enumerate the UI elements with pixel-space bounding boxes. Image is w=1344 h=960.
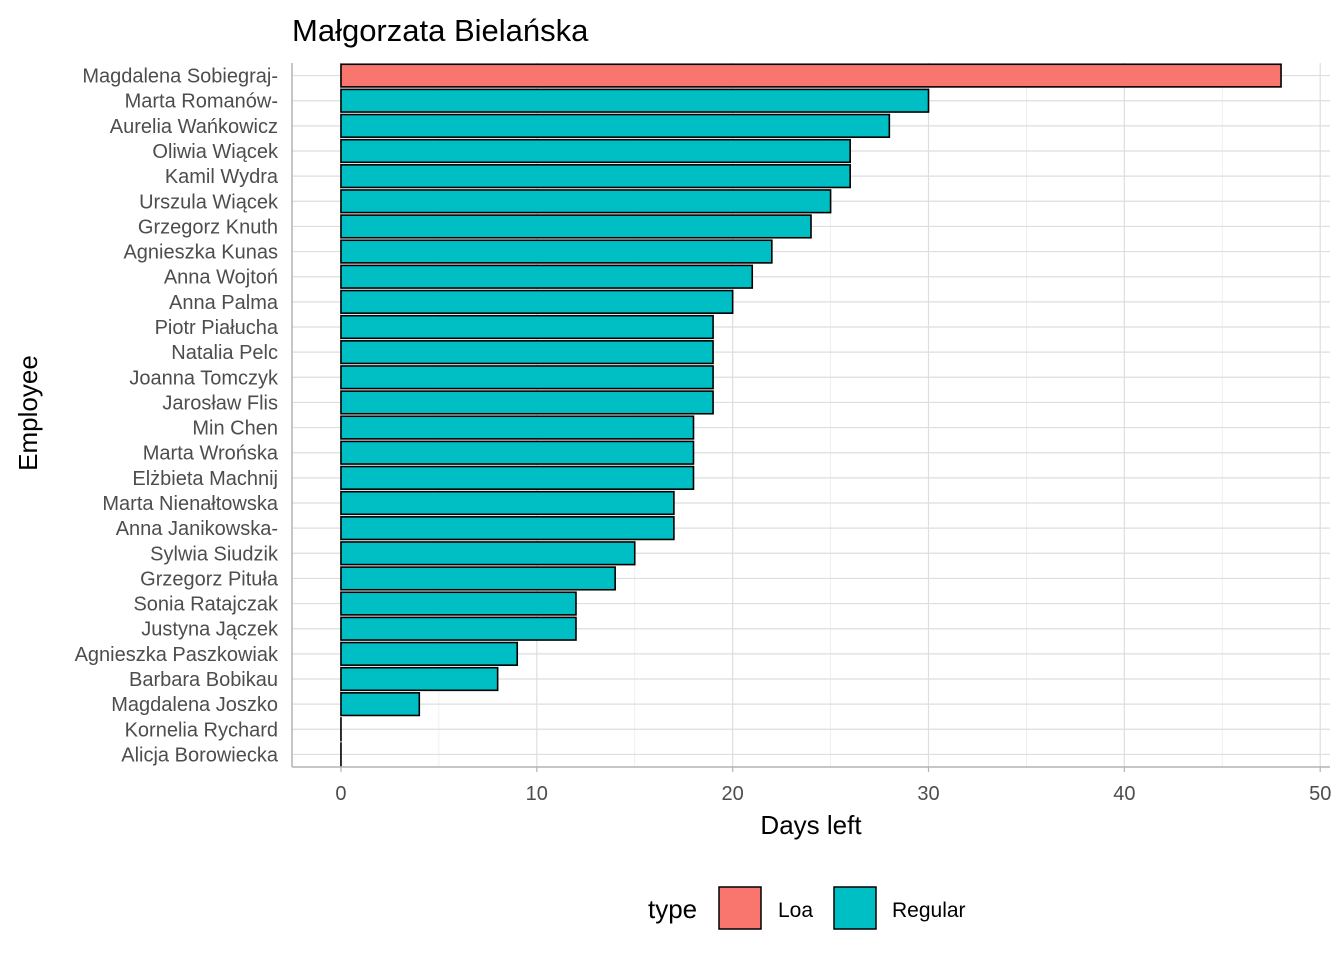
- y-axis-title: Employee: [13, 355, 43, 471]
- x-tick-label: 30: [917, 783, 939, 805]
- y-tick-label: Anna Janikowska-: [116, 518, 278, 540]
- legend-label-regular: Regular: [892, 899, 966, 922]
- legend-label-loa: Loa: [778, 899, 813, 922]
- y-tick-label: Agnieszka Paszkowiak: [75, 644, 279, 666]
- y-tick-label: Grzegorz Pituła: [140, 568, 279, 590]
- x-tick-label: 40: [1113, 783, 1135, 805]
- x-tick-label: 20: [722, 783, 744, 805]
- y-tick-label: Barbara Bobikau: [129, 669, 278, 691]
- y-tick-label: Oliwia Wiącek: [152, 141, 279, 163]
- bar: [340, 189, 832, 214]
- y-tick-label: Min Chen: [192, 418, 278, 440]
- bar: [340, 365, 714, 390]
- y-tick-label: Sonia Ratajczak: [133, 594, 279, 616]
- bar: [340, 641, 519, 666]
- y-tick-label: Joanna Tomczyk: [129, 367, 279, 389]
- bar: [340, 541, 636, 566]
- y-tick-labels: Magdalena Sobiegraj- Marta Romanów- Aureli…: [75, 66, 279, 767]
- y-tick-label: Jarosław Flis: [162, 392, 278, 414]
- bar: [340, 465, 695, 490]
- y-tick-label: Alicja Borowiecka: [121, 744, 279, 766]
- y-tick-label: Justyna Jączek: [141, 619, 279, 641]
- bar: [340, 164, 851, 189]
- y-tick-label: Marta Wrońska: [143, 443, 279, 465]
- bar: [340, 666, 499, 692]
- y-tick-label: Anna Palma: [169, 292, 279, 314]
- bar: [340, 214, 812, 239]
- y-tick-label: Kornelia Rychard: [125, 719, 278, 741]
- bar: [340, 566, 616, 591]
- bar: [340, 616, 577, 641]
- y-tick-label: Kamil Wydra: [165, 166, 279, 188]
- x-tick-label: 10: [526, 783, 548, 805]
- bar: [340, 692, 421, 717]
- bar: [340, 390, 714, 415]
- bar: [340, 314, 714, 340]
- bar: [340, 415, 695, 440]
- y-tick-label: Marta Romanów-: [125, 91, 278, 113]
- legend-title: type: [648, 894, 697, 924]
- legend-key-regular: [833, 886, 877, 930]
- y-tick-label: Natalia Pelc: [171, 342, 278, 364]
- bar: [340, 340, 714, 365]
- x-tick-labels: 0 10 20 30 40 50: [335, 767, 1331, 805]
- y-tick-label: Elżbieta Machnij: [132, 468, 278, 490]
- bar: [340, 490, 675, 516]
- y-tick-label: Sylwia Siudzik: [150, 543, 279, 565]
- bars: [340, 63, 1282, 767]
- bar: [340, 138, 851, 164]
- bar: [340, 239, 773, 264]
- bar: [340, 264, 754, 289]
- y-tick-label: Grzegorz Knuth: [138, 216, 278, 238]
- bar: [340, 88, 930, 113]
- x-tick-label: 50: [1309, 783, 1331, 805]
- bar: [340, 63, 1282, 88]
- x-axis-title: Days left: [760, 810, 862, 840]
- bar: [340, 113, 891, 138]
- y-tick-label: Anna Wojtoń: [164, 267, 278, 289]
- x-tick-label: 0: [335, 783, 346, 805]
- legend-key-loa: [718, 886, 762, 930]
- bar: [340, 591, 577, 616]
- axes: [291, 63, 1330, 768]
- bar: [340, 516, 675, 541]
- y-tick-label: Piotr Piałucha: [155, 317, 279, 339]
- y-tick-label: Magdalena Sobiegraj-: [82, 66, 278, 88]
- legend: type Loa Regular: [648, 886, 966, 930]
- y-tick-label: Aurelia Wańkowicz: [110, 116, 278, 138]
- y-tick-label: Marta Nienałtowska: [102, 493, 279, 515]
- y-tick-label: Magdalena Joszko: [111, 694, 278, 716]
- bar: [340, 440, 695, 465]
- bar: [340, 289, 734, 314]
- chart-title: Małgorzata Bielańska: [292, 13, 589, 48]
- y-tick-label: Urszula Wiącek: [139, 191, 279, 213]
- y-tick-label: Agnieszka Kunas: [123, 242, 278, 264]
